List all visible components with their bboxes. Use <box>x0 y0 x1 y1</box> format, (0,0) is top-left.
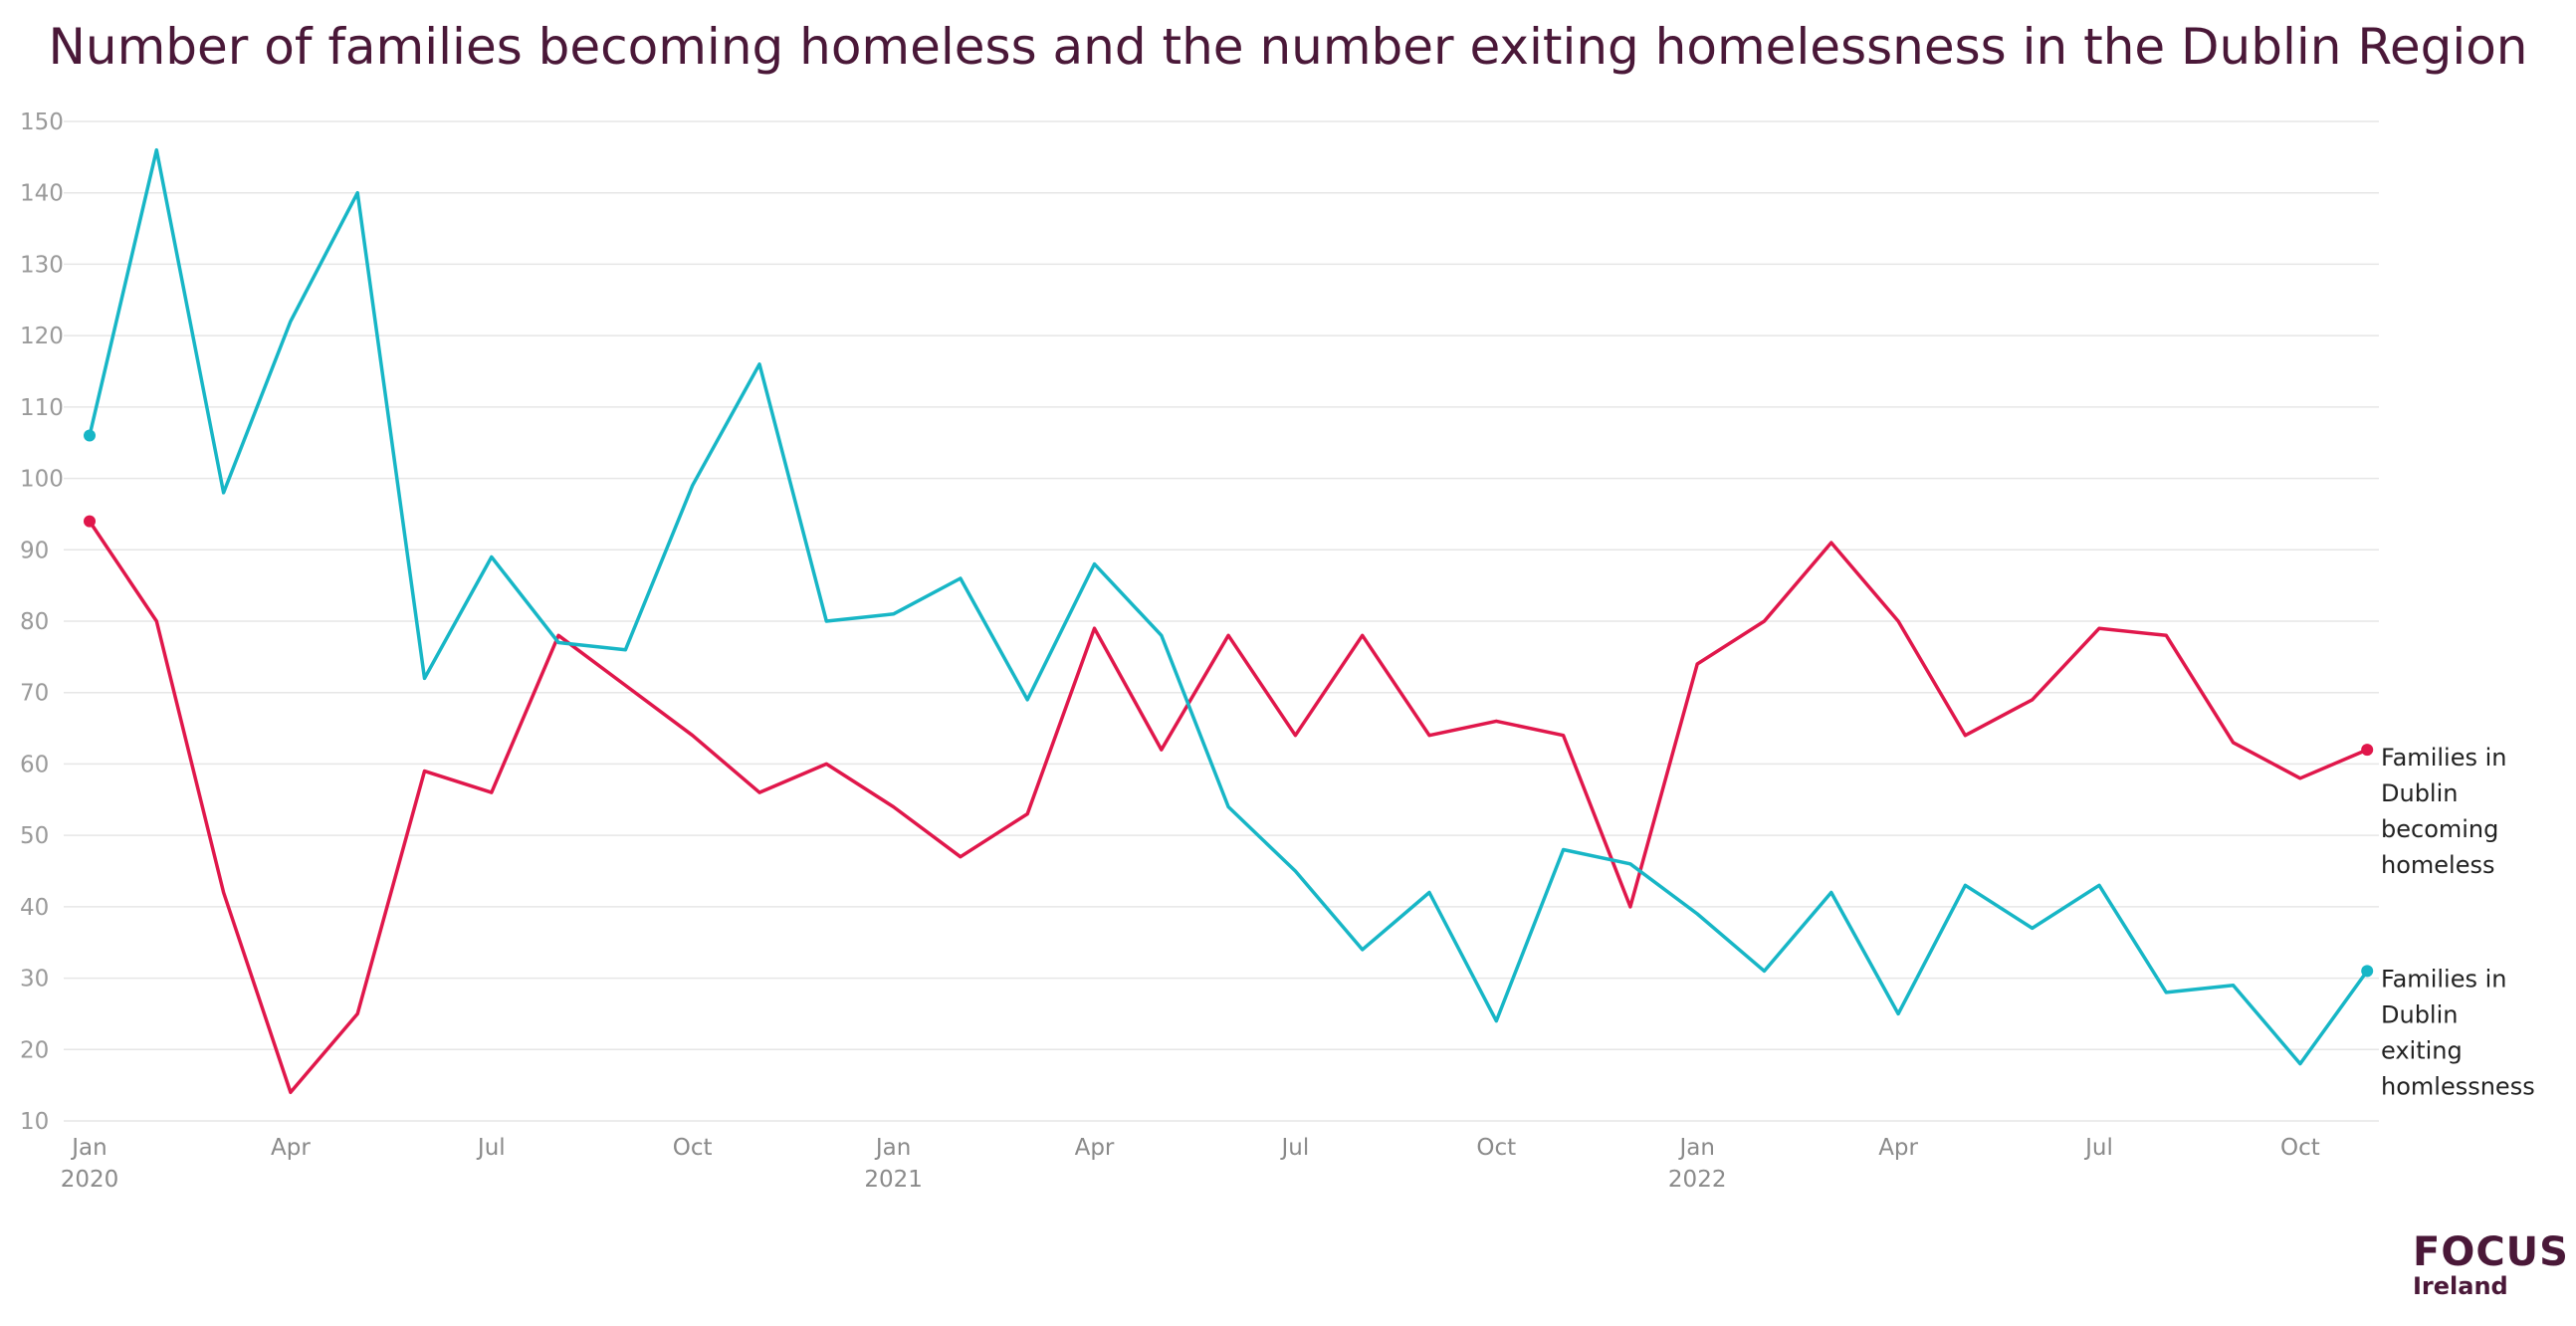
x-tick-year-label: 2020 <box>61 1167 119 1193</box>
series-end-point <box>2361 744 2374 757</box>
y-tick-label: 40 <box>20 895 49 921</box>
y-axis-ticks: 10 20 30 40 50 60 70 80 90 100 110 120 130 140 150 <box>20 110 64 1135</box>
gridlines <box>64 120 2379 1122</box>
x-tick-label: Oct <box>673 1135 713 1161</box>
x-axis-ticks: Jan 2020 Apr Jul Oct Jan 2021 Apr Jul Oct Jan 2022 A… <box>61 1135 2320 1193</box>
series-label-line: homlessness <box>2381 1072 2535 1100</box>
x-tick-label: Jul <box>1280 1135 1310 1161</box>
series-line-1 <box>88 147 2369 1066</box>
y-tick-label: 90 <box>20 538 49 563</box>
x-tick-label: Oct <box>2280 1135 2320 1161</box>
series-line-0 <box>88 520 2368 1095</box>
series-lines <box>84 147 2374 1095</box>
x-tick-label: Apr <box>271 1135 311 1161</box>
x-tick-label: Apr <box>1878 1135 1918 1161</box>
y-tick-label: 110 <box>20 395 64 421</box>
x-tick-label: Jul <box>2083 1135 2113 1161</box>
y-tick-label: 150 <box>20 110 64 135</box>
y-tick-label: 50 <box>20 823 49 849</box>
y-tick-label: 80 <box>20 609 49 635</box>
series-label-line: becoming <box>2381 815 2498 843</box>
x-tick-label: Jan <box>70 1135 107 1161</box>
series-label-line: Dublin <box>2381 779 2458 807</box>
x-tick-label: Apr <box>1075 1135 1115 1161</box>
x-tick-label: Jan <box>874 1135 911 1161</box>
x-tick-year-label: 2022 <box>1668 1167 1727 1193</box>
y-tick-label: 70 <box>20 681 49 707</box>
y-tick-label: 20 <box>20 1037 49 1063</box>
series-label-line: Families in <box>2381 744 2506 772</box>
x-tick-year-label: 2021 <box>864 1167 923 1193</box>
y-tick-label: 100 <box>20 467 64 493</box>
series-labels: Families in Dublin becoming homeless Familie… <box>2381 744 2535 1100</box>
x-tick-label: Jan <box>1677 1135 1714 1161</box>
logo-subtitle: Ireland <box>2413 1272 2508 1300</box>
series-end-point <box>2361 965 2374 978</box>
series-start-point <box>84 429 96 442</box>
series-label-line: exiting <box>2381 1036 2463 1064</box>
y-tick-label: 140 <box>20 181 64 207</box>
chart-title: Number of families becoming homeless and… <box>48 18 2528 76</box>
y-tick-label: 130 <box>20 252 64 278</box>
y-tick-label: 10 <box>20 1109 49 1135</box>
y-tick-label: 120 <box>20 324 64 349</box>
x-tick-label: Oct <box>1476 1135 1516 1161</box>
series-label-line: Families in <box>2381 965 2506 993</box>
y-tick-label: 30 <box>20 967 49 993</box>
logo-wordmark: FOCUS <box>2413 1229 2569 1275</box>
series-label-line: Dublin <box>2381 1000 2458 1028</box>
focus-ireland-logo: FOCUS Ireland <box>2413 1229 2569 1300</box>
x-tick-label: Jul <box>476 1135 506 1161</box>
series-start-point <box>84 515 96 528</box>
series-label-line: homeless <box>2381 851 2494 879</box>
y-tick-label: 60 <box>20 752 49 777</box>
